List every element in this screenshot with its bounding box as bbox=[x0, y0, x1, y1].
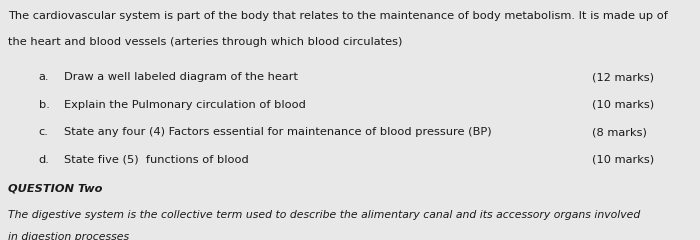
Text: c.: c. bbox=[38, 127, 48, 137]
Text: (10 marks): (10 marks) bbox=[592, 155, 654, 165]
Text: the heart and blood vessels (arteries through which blood circulates): the heart and blood vessels (arteries th… bbox=[8, 37, 402, 47]
Text: (12 marks): (12 marks) bbox=[592, 72, 654, 82]
Text: d.: d. bbox=[38, 155, 50, 165]
Text: (10 marks): (10 marks) bbox=[592, 100, 654, 110]
Text: in digestion processes: in digestion processes bbox=[8, 232, 130, 240]
Text: b.: b. bbox=[38, 100, 50, 110]
Text: Explain the Pulmonary circulation of blood: Explain the Pulmonary circulation of blo… bbox=[64, 100, 307, 110]
Text: (8 marks): (8 marks) bbox=[592, 127, 646, 137]
Text: The digestive system is the collective term used to describe the alimentary cana: The digestive system is the collective t… bbox=[8, 210, 640, 220]
Text: The cardiovascular system is part of the body that relates to the maintenance of: The cardiovascular system is part of the… bbox=[8, 11, 668, 21]
Text: State five (5)  functions of blood: State five (5) functions of blood bbox=[64, 155, 249, 165]
Text: QUESTION Two: QUESTION Two bbox=[8, 184, 103, 194]
Text: State any four (4) Factors essential for maintenance of blood pressure (BP): State any four (4) Factors essential for… bbox=[64, 127, 492, 137]
Text: Draw a well labeled diagram of the heart: Draw a well labeled diagram of the heart bbox=[64, 72, 298, 82]
Text: a.: a. bbox=[38, 72, 49, 82]
